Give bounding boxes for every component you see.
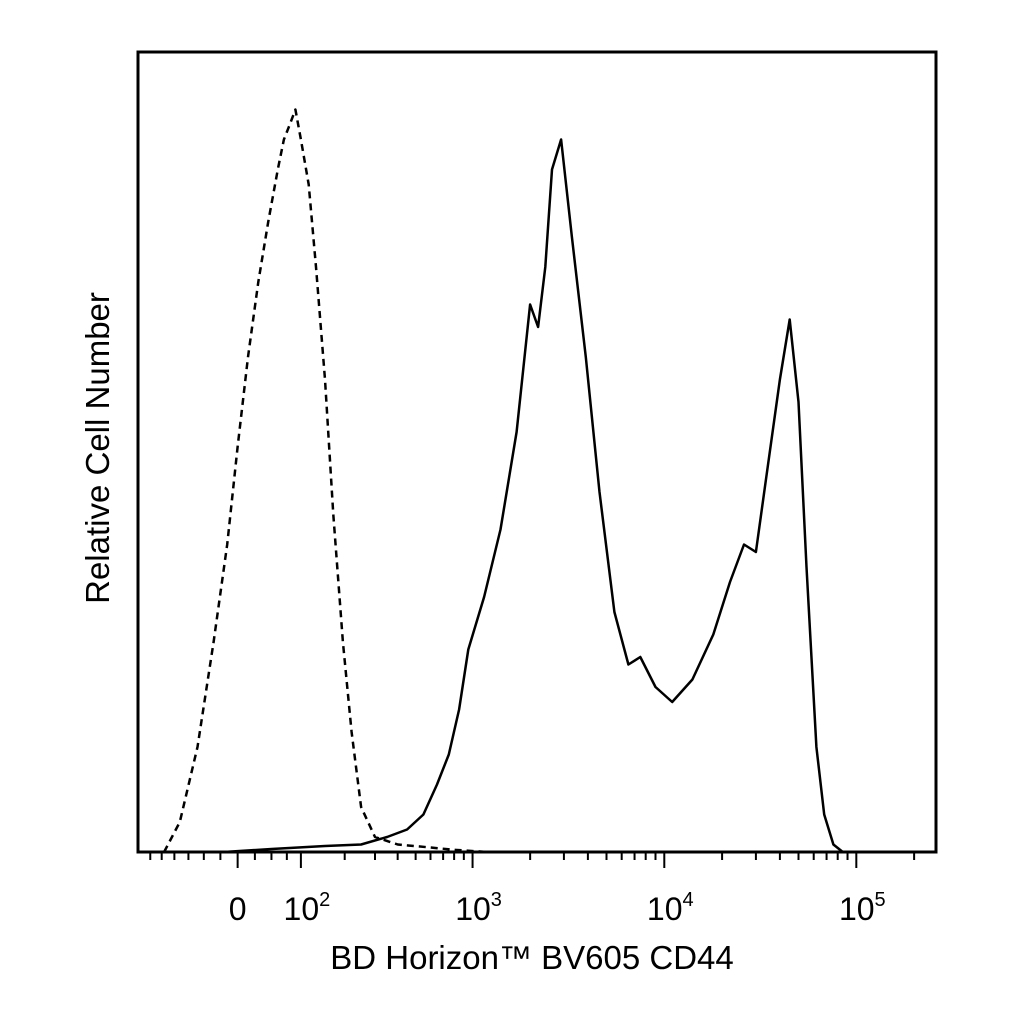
series-layer [162,108,844,854]
x-axis-minor-ticks [149,852,916,860]
x-tick-label: 105 [839,889,886,927]
x-tick-label: 104 [647,889,694,927]
x-axis-label: BD Horizon™ BV605 CD44 [330,939,734,976]
y-axis-label: Relative Cell Number [79,292,116,604]
x-axis-tick-labels: 0 102 103 104 105 [229,889,886,927]
x-tick-label-text: 104 [647,889,694,927]
series-line-dashed [162,108,488,854]
x-tick-label: 102 [284,889,331,927]
series-line-solid [223,138,844,854]
x-tick-label: 0 [229,891,247,927]
x-tick-label-text: 105 [839,889,886,927]
x-tick-label-text: 0 [229,891,247,927]
x-axis-major-ticks [236,852,858,868]
x-tick-label: 103 [455,889,502,927]
plot-frame [136,50,938,854]
x-tick-label-text: 102 [284,889,331,927]
x-tick-label-text: 103 [455,889,502,927]
